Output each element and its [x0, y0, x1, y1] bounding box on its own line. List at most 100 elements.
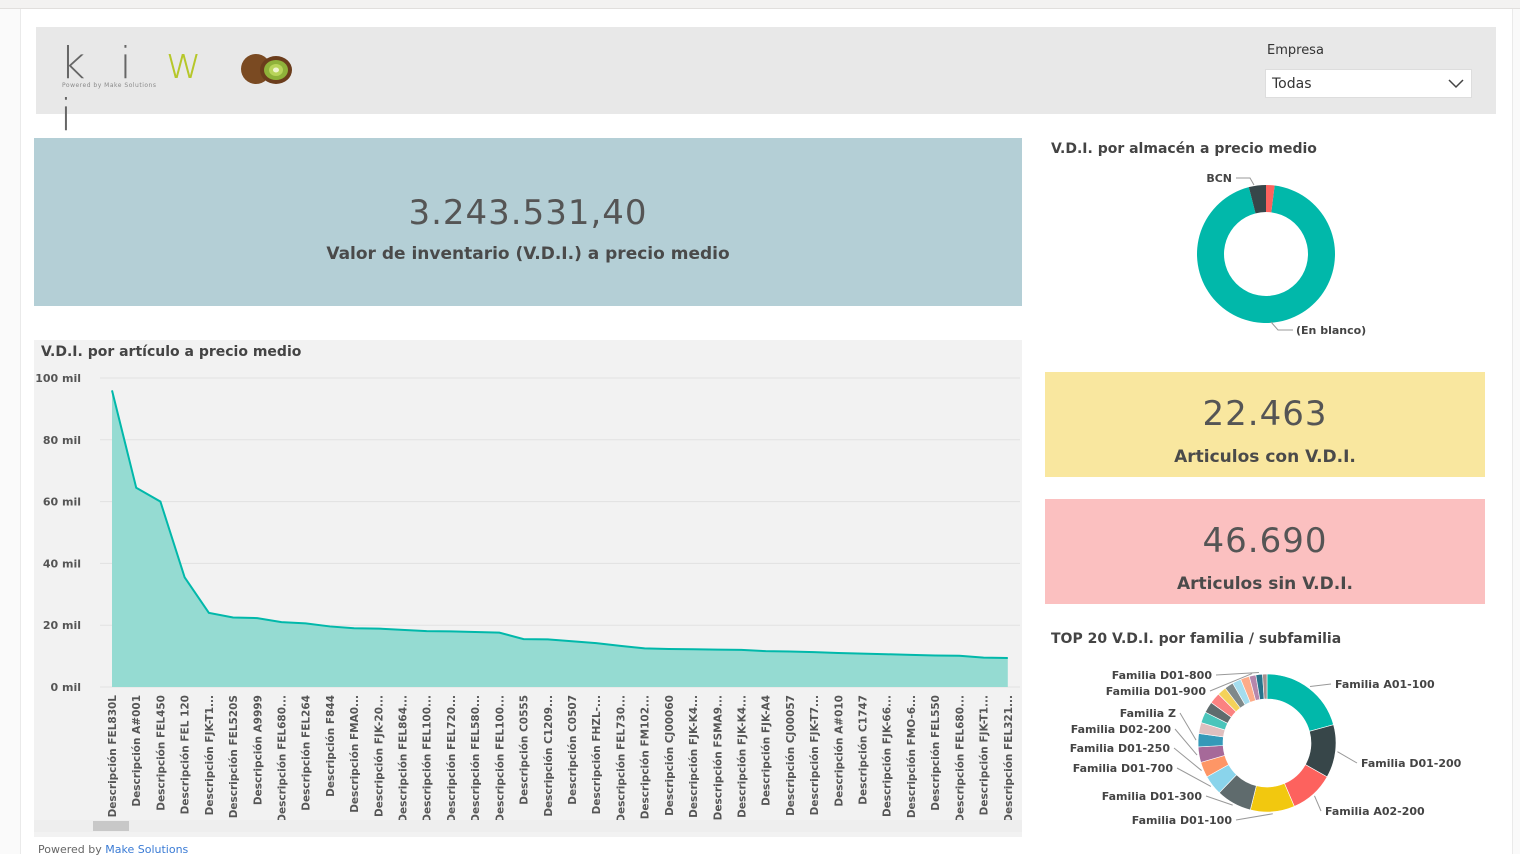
area-data-point[interactable]	[231, 615, 236, 620]
area-data-point[interactable]	[666, 646, 671, 651]
family-slice-label: Familia D01-250	[1070, 742, 1171, 755]
kpi-with-value: 22.463	[1202, 394, 1328, 434]
chart-scrollbar-thumb[interactable]	[93, 821, 129, 831]
area-data-point[interactable]	[327, 624, 332, 629]
right-scroll-gutter[interactable]	[1512, 9, 1520, 854]
area-data-point[interactable]	[642, 646, 647, 651]
area-data-point[interactable]	[981, 655, 986, 660]
area-data-point[interactable]	[570, 639, 575, 644]
leader-line	[1174, 728, 1198, 756]
kiwi-logo: k i w i Powered by Make Solutions	[60, 38, 292, 141]
x-tick-label: Descripción A9999	[252, 695, 264, 805]
area-data-point[interactable]	[1005, 655, 1010, 660]
family-slice-label: Familia D01-800	[1112, 669, 1213, 682]
family-slice-label: Familia A01-100	[1335, 678, 1435, 691]
family-donut-title: TOP 20 V.D.I. por familia / subfamilia	[1051, 631, 1342, 647]
area-data-point[interactable]	[812, 650, 817, 655]
area-chart[interactable]: 0 mil 20 mil 40 mil 60 mil 80 mil 100 mil Desc…	[34, 360, 1022, 820]
area-data-point[interactable]	[763, 649, 768, 654]
area-data-point[interactable]	[134, 485, 139, 490]
x-tick-label: Descripción FEL864...	[398, 695, 410, 820]
area-data-point[interactable]	[957, 653, 962, 658]
family-slice[interactable]	[1266, 673, 1334, 732]
family-slice-label: Familia D01-200	[1361, 757, 1462, 770]
area-data-point[interactable]	[400, 627, 405, 632]
area-data-point[interactable]	[182, 575, 187, 580]
area-data-point[interactable]	[715, 647, 720, 652]
x-tick-label: Descripción FEL264	[301, 695, 313, 811]
x-tick-label: Descripción A#001	[131, 695, 143, 807]
leader-line	[1173, 747, 1202, 771]
x-tick-label: Descripción FMA0...	[349, 695, 361, 813]
area-data-point[interactable]	[303, 621, 308, 626]
area-fill	[112, 390, 1008, 687]
area-data-point[interactable]	[497, 630, 502, 635]
empresa-dropdown[interactable]: Todas	[1265, 69, 1472, 98]
area-data-point[interactable]	[255, 616, 260, 621]
area-data-point[interactable]	[691, 647, 696, 652]
x-tick-label: Descripción FHZL-...	[591, 695, 603, 814]
footer-link[interactable]: Make Solutions	[105, 843, 189, 856]
y-tick-label: 80 mil	[43, 434, 81, 447]
warehouse-label-bcn: BCN	[1206, 172, 1232, 185]
area-data-point[interactable]	[908, 652, 913, 657]
area-data-point[interactable]	[884, 652, 889, 657]
area-data-point[interactable]	[110, 388, 115, 393]
kpi-articles-without-vdi[interactable]: 46.690 Articulos sin V.D.I.	[1045, 499, 1485, 604]
chart-scrollbar[interactable]	[34, 820, 1022, 832]
area-data-point[interactable]	[376, 626, 381, 631]
warehouse-slice[interactable]	[1197, 185, 1335, 323]
warehouse-slice[interactable]	[1266, 185, 1275, 213]
area-data-point[interactable]	[448, 629, 453, 634]
kpi-total-inventory-value[interactable]: 3.243.531,40 Valor de inventario (V.D.I.…	[34, 138, 1022, 306]
area-line	[111, 390, 1008, 659]
x-tick-label: Descripción FEL830L	[107, 695, 119, 818]
area-data-point[interactable]	[473, 629, 478, 634]
area-data-point[interactable]	[521, 637, 526, 642]
leader-line	[1215, 671, 1259, 676]
x-tick-label: Descripción FEL680...	[276, 695, 288, 820]
logo-tagline: Powered by Make Solutions	[62, 82, 157, 89]
family-slice-label: Familia D01-100	[1132, 814, 1233, 827]
family-slice-label: Familia D01-900	[1106, 685, 1207, 698]
x-tick-label: Descripción FJK-20...	[373, 695, 385, 817]
kpi-without-label: Articulos sin V.D.I.	[1177, 574, 1353, 594]
area-data-point[interactable]	[279, 620, 284, 625]
area-data-point[interactable]	[158, 499, 163, 504]
family-slice[interactable]	[1262, 673, 1268, 700]
kpi-articles-with-vdi[interactable]: 22.463 Articulos con V.D.I.	[1045, 372, 1485, 477]
leader-line	[1179, 712, 1197, 741]
x-tick-label: Descripción FEL720...	[446, 695, 458, 820]
x-tick-label: Descripción FEL680...	[954, 695, 966, 820]
x-tick-label: Descripción FEL100...	[494, 695, 506, 820]
area-data-point[interactable]	[424, 629, 429, 634]
warehouse-donut-chart[interactable]: BCN (En blanco)	[1045, 160, 1485, 350]
left-gutter	[0, 9, 21, 854]
area-data-point[interactable]	[739, 647, 744, 652]
leader-line	[1209, 673, 1253, 692]
family-donut-chart[interactable]: Familia A01-100 Familia D01-200 Familia A0…	[1045, 650, 1485, 836]
y-tick-label: 20 mil	[43, 619, 81, 632]
area-data-point[interactable]	[618, 643, 623, 648]
area-data-point[interactable]	[836, 651, 841, 656]
leader-line	[1337, 751, 1358, 764]
x-tick-label: Descripción A#010	[833, 695, 845, 807]
area-data-point[interactable]	[860, 651, 865, 656]
y-tick-label: 100 mil	[35, 372, 81, 385]
kpi-with-label: Articulos con V.D.I.	[1174, 447, 1356, 467]
x-tick-label: Descripción C0555	[519, 695, 531, 805]
area-data-point[interactable]	[206, 610, 211, 615]
x-tick-label: Descripción FEL580...	[470, 695, 482, 820]
x-tick-label: Descripción FJK-66...	[882, 695, 894, 817]
area-data-point[interactable]	[787, 649, 792, 654]
x-tick-label: Descripción FEL 120	[180, 695, 192, 814]
x-tick-label: Descripción FEL520S	[228, 695, 240, 818]
area-data-point[interactable]	[352, 626, 357, 631]
chevron-down-icon[interactable]	[1447, 75, 1465, 91]
warehouse-slice[interactable]	[1248, 185, 1266, 214]
x-tick-label: Descripción FEL321...	[1003, 695, 1015, 820]
area-data-point[interactable]	[933, 653, 938, 658]
area-data-point[interactable]	[545, 637, 550, 642]
area-data-point[interactable]	[594, 641, 599, 646]
x-tick-label: Descripción FEL550	[930, 695, 942, 811]
